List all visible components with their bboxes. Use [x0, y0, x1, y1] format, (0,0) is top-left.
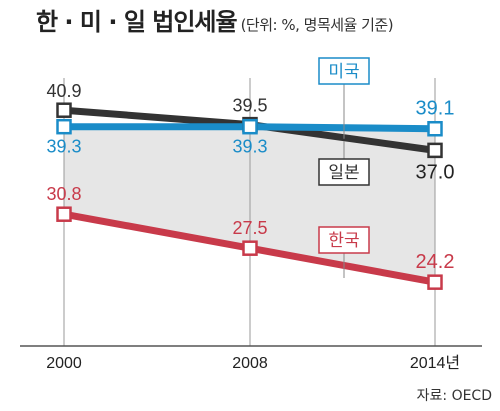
korea-legend-box: [318, 226, 370, 254]
data-label-japan: 37.0: [416, 161, 455, 183]
source-note: 자료: OECD: [416, 388, 492, 404]
usa-legend-box: [318, 57, 370, 85]
data-label-japan: 39.5: [232, 96, 267, 116]
japan-marker: [56, 102, 72, 118]
title-block: 한 · 미 · 일 법인세율 (단위: %, 명목세율 기준): [36, 2, 394, 38]
data-label-japan: 40.9: [46, 81, 81, 101]
data-label-korea: 30.8: [46, 184, 81, 204]
usa-marker: [242, 118, 258, 135]
japan-marker: [427, 142, 443, 159]
chart-subtitle: (단위: %, 명목세율 기준): [240, 16, 394, 34]
japan-legend-box: [318, 158, 370, 186]
korea-marker: [242, 240, 258, 256]
x-tick-label: 2008: [232, 355, 268, 372]
korea-marker: [56, 206, 72, 222]
x-tick-label: 2014년: [410, 354, 460, 372]
chart-title: 한 · 미 · 일 법인세율: [36, 8, 238, 36]
data-label-usa: 39.3: [46, 137, 81, 157]
japan-legend-label: 일본: [328, 163, 359, 182]
data-label-korea: 27.5: [232, 218, 267, 238]
korea-marker: [427, 274, 443, 290]
usa-legend-label: 미국: [328, 62, 359, 81]
korea-legend-label: 한국: [328, 231, 359, 250]
data-label-usa: 39.1: [416, 98, 455, 120]
usa-marker: [56, 118, 72, 135]
usa-marker: [427, 120, 443, 137]
x-tick-label: 2000: [46, 355, 82, 372]
data-label-usa: 39.3: [232, 137, 267, 157]
data-label-korea: 24.2: [416, 251, 455, 273]
